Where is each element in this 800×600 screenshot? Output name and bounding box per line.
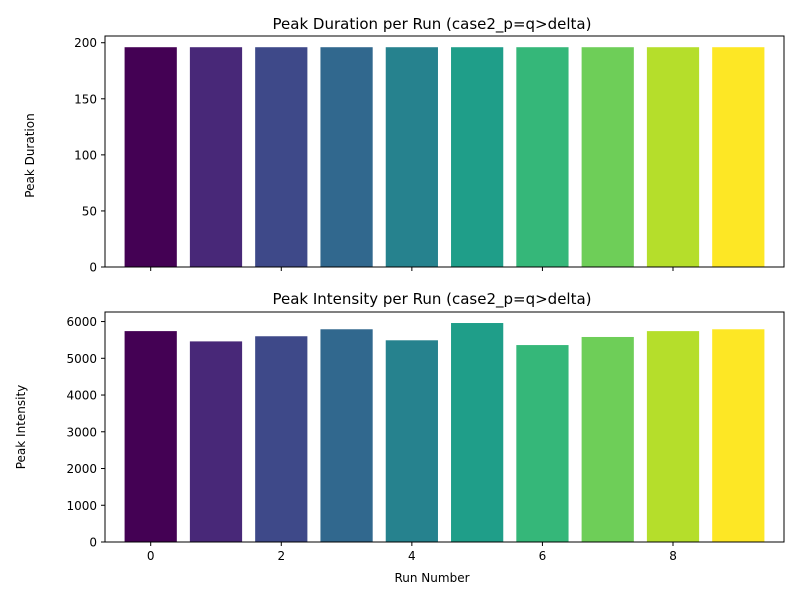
x-axis-label: Run Number	[394, 571, 469, 585]
y-tick-label: 150	[74, 92, 97, 106]
x-tick-label: 4	[408, 549, 416, 563]
bar	[255, 47, 308, 268]
axes-frame	[104, 311, 785, 543]
bar	[451, 47, 504, 268]
bar	[516, 47, 569, 268]
y-axis-label: Peak Duration	[23, 113, 37, 197]
bar	[712, 329, 765, 542]
x-tick-label: 8	[669, 549, 677, 563]
bar	[255, 336, 308, 542]
bar	[124, 331, 177, 542]
bar	[189, 47, 243, 268]
bar	[385, 47, 438, 268]
bar	[646, 47, 700, 268]
bar	[189, 341, 243, 542]
bar	[451, 323, 504, 542]
y-tick-label: 3000	[66, 425, 97, 439]
y-tick-label: 5000	[66, 352, 97, 366]
bar	[385, 340, 438, 542]
bar	[581, 336, 634, 542]
chart-title: Peak Duration per Run (case2_p=q>delta)	[273, 15, 592, 34]
y-tick-label: 6000	[66, 315, 97, 329]
x-tick-label: 6	[539, 549, 547, 563]
y-tick-label: 50	[82, 204, 97, 218]
x-tick-label: 0	[147, 549, 155, 563]
bar	[646, 331, 700, 542]
y-tick-label: 4000	[66, 389, 97, 403]
bar	[516, 345, 569, 542]
y-axis-label: Peak Intensity	[14, 385, 28, 470]
y-tick-label: 100	[74, 148, 97, 162]
y-tick-label: 1000	[66, 499, 97, 513]
bar	[124, 47, 177, 268]
bar	[581, 47, 634, 268]
y-tick-label: 0	[89, 261, 97, 275]
y-tick-label: 0	[89, 536, 97, 550]
y-tick-label: 200	[74, 36, 97, 50]
x-tick-label: 2	[277, 549, 285, 563]
y-tick-label: 2000	[66, 462, 97, 476]
axes-frame	[104, 35, 785, 268]
bar	[320, 329, 373, 542]
bar	[712, 47, 765, 268]
bar	[320, 47, 373, 268]
chart-title: Peak Intensity per Run (case2_p=q>delta)	[272, 290, 591, 309]
